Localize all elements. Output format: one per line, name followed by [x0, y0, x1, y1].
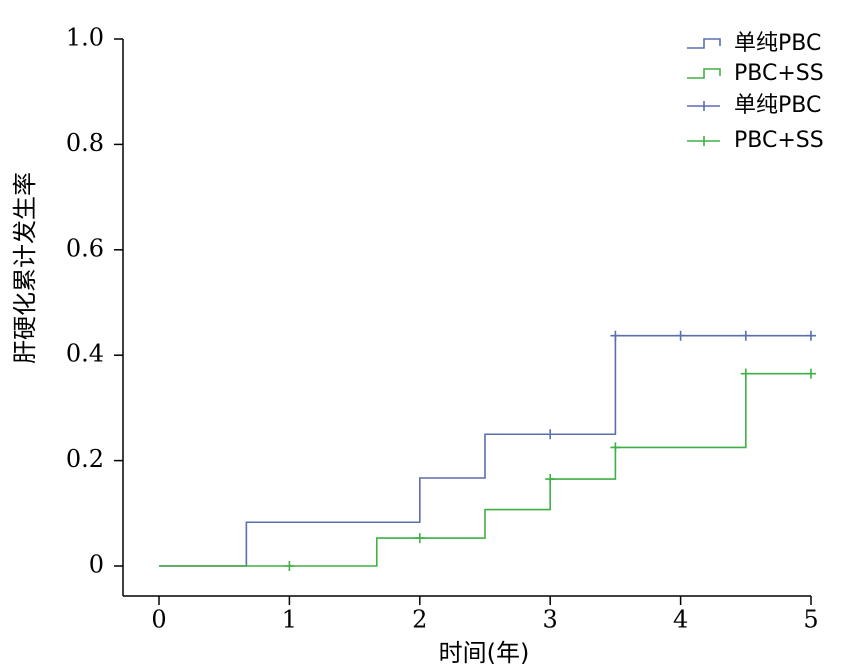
legend-step-swatch [687, 38, 721, 49]
x-tick-label: 2 [412, 606, 427, 634]
series-layer [159, 330, 816, 571]
censor-mark-1 [740, 368, 751, 379]
series-line-1 [159, 372, 811, 567]
censor-mark-1 [806, 368, 816, 379]
x-tick-label: 5 [803, 606, 818, 634]
y-tick-label: 0.8 [66, 129, 104, 157]
censor-mark-0 [610, 330, 621, 341]
ticks-layer: 0 0.2 0.4 0.6 0.8 1.0 0 1 2 3 4 5 [66, 24, 819, 634]
legend-cross-swatch [687, 136, 720, 146]
y-tick-label: 0.4 [66, 340, 104, 368]
x-tick-label: 0 [151, 606, 166, 634]
x-axis-label: 时间(年) [439, 639, 530, 667]
x-tick-label: 3 [543, 606, 558, 634]
legend-label: 单纯PBC [734, 31, 821, 56]
censor-mark-0 [806, 330, 816, 341]
legend-cross-swatch [687, 101, 720, 111]
legend-label: PBC+SS [734, 128, 824, 153]
censor-mark-1 [610, 442, 621, 453]
y-tick-label: 0 [89, 551, 104, 579]
x-tick-label: 4 [673, 606, 688, 634]
legend-label: PBC+SS [734, 61, 824, 86]
y-tick-label: 0.2 [66, 445, 104, 473]
y-axis-label: 肝硬化累计发生率 [11, 172, 39, 364]
series-line-0 [159, 334, 811, 567]
censor-mark-0 [675, 330, 686, 341]
legend-label: 单纯PBC [734, 93, 821, 118]
censor-mark-0 [545, 429, 556, 440]
censor-mark-1 [545, 474, 556, 485]
x-tick-label: 1 [282, 606, 297, 634]
y-tick-label: 0.6 [66, 234, 104, 262]
y-tick-label: 1.0 [66, 24, 104, 52]
censor-mark-1 [284, 561, 295, 571]
legend: 单纯PBC PBC+SS 单纯PBC PBC+SS [687, 31, 824, 153]
legend-step-swatch [687, 68, 721, 79]
axes-layer [122, 39, 811, 597]
censor-mark-0 [740, 330, 751, 341]
censor-mark-1 [414, 533, 425, 544]
